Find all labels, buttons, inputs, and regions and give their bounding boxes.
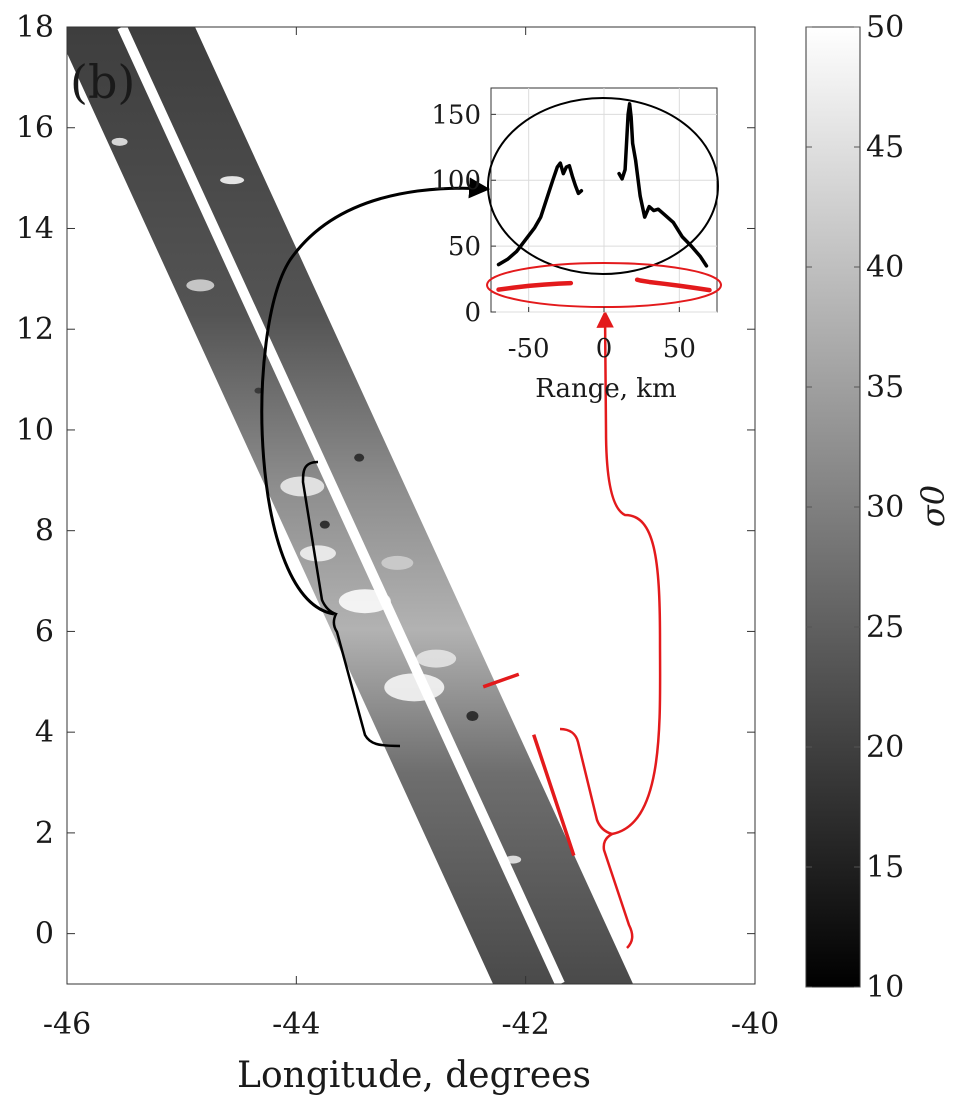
x-tick-label: -46 (43, 1007, 91, 1042)
colorbar-tick-label: 10 (866, 970, 904, 1005)
swath-texture-patch (354, 453, 365, 462)
x-axis-label: Longitude, degrees (237, 1055, 591, 1096)
black-brace (301, 460, 401, 748)
inset-series-line (617, 102, 709, 268)
map-frame (66, 26, 756, 985)
red-transect-segment (482, 672, 520, 689)
swath-texture-patch (416, 649, 457, 668)
colorbar-tick-label: 30 (866, 490, 904, 525)
colorbar-tick-label: 15 (866, 850, 904, 885)
colorbar-tick-label: 25 (866, 610, 904, 645)
inset-x-tick-label: 50 (663, 334, 696, 364)
y-tick-label: 6 (35, 614, 54, 649)
colorbar-tick-label: 35 (866, 370, 904, 405)
inset-y-tick-label: 0 (464, 298, 481, 328)
annotations (260, 177, 662, 949)
inset-x-tick-label: 0 (596, 334, 613, 364)
y-tick-label: 4 (35, 715, 54, 750)
panel-label: (b) (70, 55, 135, 109)
y-tick-label: 14 (16, 211, 54, 246)
y-ticks: 0 2 4 6 8 10 12 14 16 18 (16, 10, 755, 952)
red-transect-segments (482, 672, 576, 857)
inset-y-tick-label: 50 (448, 232, 481, 262)
y-tick-label: 10 (16, 413, 54, 448)
colorbar-label: σ0 (914, 485, 952, 527)
inset-x-axis-label: Range, km (535, 374, 676, 404)
map-axes: -46 -44 -42 -40 0 2 4 6 8 10 12 14 16 18 (b) Longitu… (16, 10, 779, 1096)
y-tick-label: 0 (35, 917, 54, 952)
colorbar-ticks: 10 15 20 25 30 35 40 45 50 (806, 10, 904, 1005)
swath-texture-patch (254, 387, 263, 394)
black-highlight-ellipse (487, 97, 719, 275)
colorbar: 10 15 20 25 30 35 40 45 50 σ0 (805, 10, 952, 1005)
y-tick-label: 16 (16, 111, 54, 146)
y-tick-label: 18 (16, 10, 54, 45)
inset-series-line (634, 277, 712, 293)
inset-x-tick-label: -50 (508, 334, 550, 364)
inset-y-tick-label: 100 (431, 166, 481, 196)
black-arrow (260, 177, 491, 616)
x-tick-label: -42 (502, 1007, 550, 1042)
y-tick-label: 8 (35, 514, 54, 549)
inset-series-line (496, 280, 574, 292)
colorbar-tick-label: 40 (866, 250, 904, 285)
x-ticks: -46 -44 -42 -40 (43, 27, 779, 1042)
swath-texture-patch (299, 545, 336, 562)
inset-series-line (496, 161, 584, 267)
y-tick-label: 2 (35, 816, 54, 851)
colorbar-tick-label: 50 (866, 10, 904, 45)
swath-texture-patch (319, 520, 330, 529)
sar-swath-image (67, 27, 634, 984)
swath-texture-patch (220, 176, 245, 185)
colorbar-tick-label: 45 (866, 130, 904, 165)
range-profile-inset: -50 0 50 0 50 100 150 Range, km (431, 87, 722, 404)
red-arrow (596, 310, 662, 836)
swath-texture-patch (280, 476, 325, 497)
red-transect-segment (532, 734, 576, 857)
swath-texture-patch (466, 711, 479, 722)
swath-texture-patch (381, 555, 414, 570)
colorbar-gradient (805, 26, 861, 988)
inset-y-ticks: 0 50 100 150 (431, 100, 496, 328)
inset-x-ticks: -50 0 50 (508, 307, 696, 364)
x-tick-label: -44 (272, 1007, 320, 1042)
swath-texture-patch (111, 137, 128, 146)
bright-patches (111, 137, 522, 864)
swath-texture-patch (186, 279, 215, 292)
inset-y-tick-label: 150 (431, 100, 481, 130)
colorbar-tick-label: 20 (866, 730, 904, 765)
x-tick-label: -40 (731, 1007, 779, 1042)
y-tick-label: 12 (16, 312, 54, 347)
inset-series (496, 102, 712, 293)
swath-gap-strip (117, 27, 565, 984)
swath-texture-patch (384, 673, 445, 702)
